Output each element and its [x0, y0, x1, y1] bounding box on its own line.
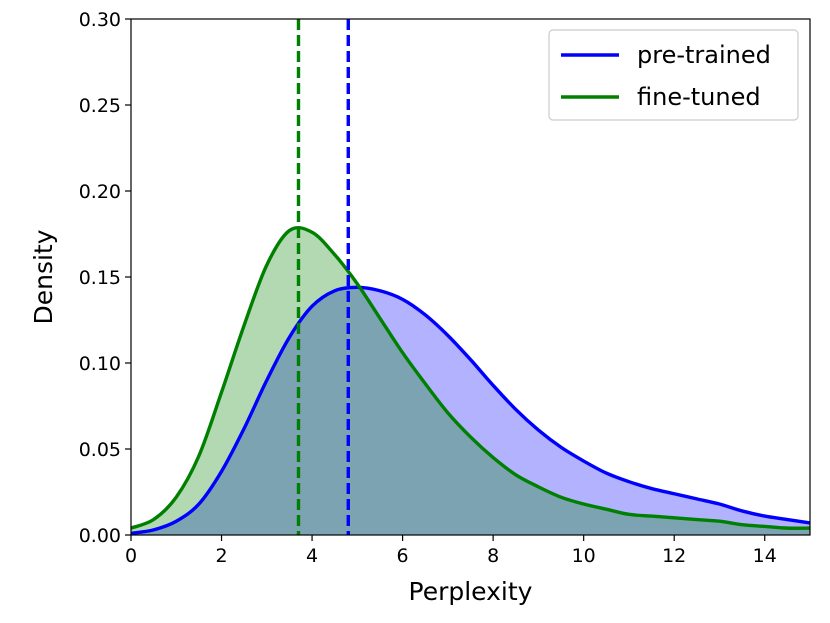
y-tick-label: 0.00: [79, 525, 121, 547]
y-tick-label: 0.15: [79, 267, 121, 289]
x-tick-label: 8: [487, 545, 499, 567]
x-tick-label: 10: [572, 545, 596, 567]
fine-tuned-density-area: [131, 227, 810, 536]
y-tick-label: 0.10: [79, 353, 121, 375]
legend: pre-trained fine-tuned: [548, 29, 799, 121]
x-tick-label: 2: [215, 545, 227, 567]
x-tick-label: 4: [306, 545, 318, 567]
x-tick-label: 14: [753, 545, 777, 567]
y-axis-label: Density: [29, 229, 58, 324]
x-axis-label: Perplexity: [409, 577, 533, 606]
x-tick-label: 6: [397, 545, 409, 567]
x-tick-label: 0: [125, 545, 137, 567]
y-tick-label: 0.30: [79, 9, 121, 31]
fine-tuned-density-curve: [130, 225, 811, 530]
pre-trained-density-curve: [130, 285, 811, 535]
pre-trained-density-area: [131, 287, 810, 535]
mean-lines: [296, 19, 350, 535]
y-tick-label: 0.25: [79, 95, 121, 117]
x-tick-label: 12: [662, 545, 686, 567]
density-fills: [131, 227, 810, 536]
y-tick-label: 0.20: [79, 181, 121, 203]
y-tick-label: 0.05: [79, 439, 121, 461]
x-axis-ticks: 0 2 4 6 8 10 12 14: [125, 535, 777, 567]
pre-trained-legend-label: pre-trained: [637, 41, 771, 69]
density-curves: [130, 225, 811, 535]
y-axis-ticks: 0.00 0.05 0.10 0.15 0.20 0.25 0.30: [79, 9, 131, 547]
fine-tuned-legend-label: fine-tuned: [637, 83, 761, 111]
